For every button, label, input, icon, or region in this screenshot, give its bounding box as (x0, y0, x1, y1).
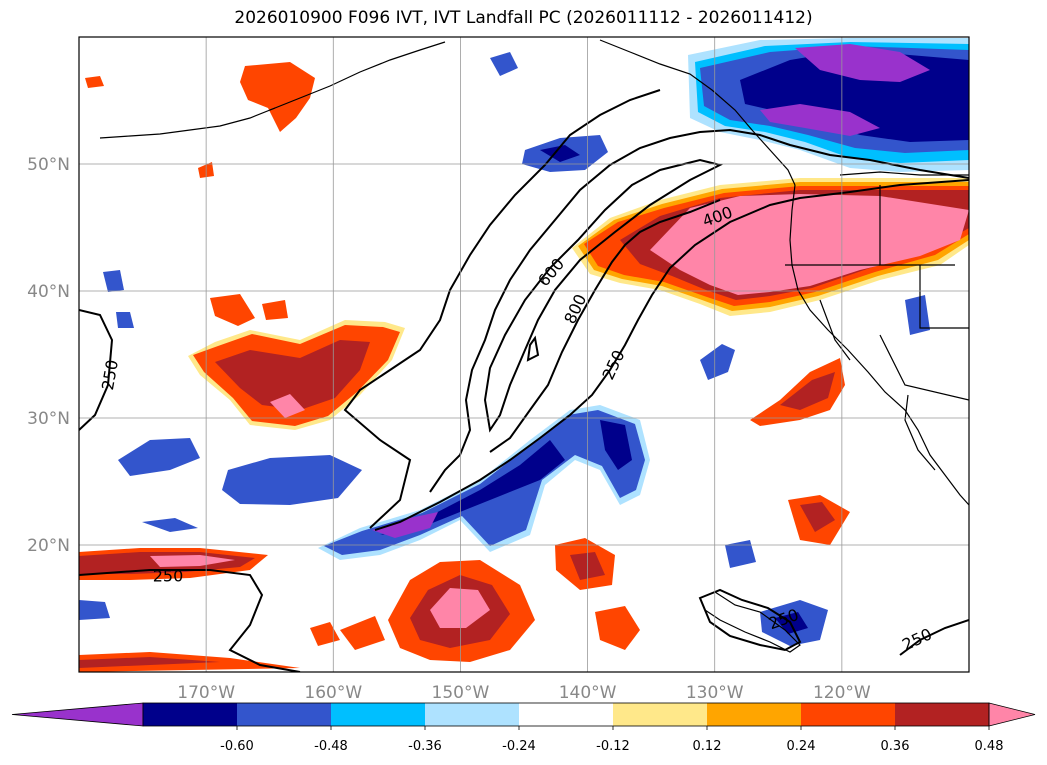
colorbar-segment (613, 703, 707, 726)
lat-tick-label: 50°N (27, 155, 70, 175)
map-title: 2026010900 F096 IVT, IVT Landfall PC (20… (234, 8, 813, 28)
colorbar-tick-label: -0.36 (408, 739, 442, 754)
latitude-tick-labels: 20°N 30°N 40°N 50°N (27, 155, 70, 556)
coastlines (99, 39, 969, 653)
grid-lines (79, 37, 969, 672)
lon-tick-label: 170°W (177, 683, 235, 703)
colorbar-segment (801, 703, 895, 726)
colorbar-segment (425, 703, 519, 726)
colorbar-extend-low (11, 702, 144, 727)
plot-frame (78, 36, 970, 673)
colorbar-tick-label: 0.24 (787, 739, 816, 754)
contour-label: 250 (153, 566, 184, 585)
colorbar-tick-label: 0.36 (881, 739, 910, 754)
colorbar-tick-label: -0.60 (220, 739, 254, 754)
lon-tick-label: 140°W (559, 683, 617, 703)
colorbar-tick-label: -0.48 (314, 739, 348, 754)
negative-pc-region-northeast (490, 38, 969, 172)
colorbar-segment (707, 703, 801, 726)
colorbar-segment (237, 703, 331, 726)
longitude-tick-labels: 170°W 160°W 150°W 140°W 130°W 120°W (177, 683, 871, 703)
colorbar: -0.60 -0.48 -0.36 -0.24 -0.12 0.12 0.24 0.36 0.4… (11, 702, 1036, 754)
colorbar-tick-label: 0.48 (975, 739, 1004, 754)
lon-tick-label: 150°W (432, 683, 490, 703)
colorbar-segment (331, 703, 425, 726)
colorbar-tick-label: -0.12 (596, 739, 630, 754)
colorbar-extend-high (988, 702, 1036, 727)
colorbar-segment (895, 703, 989, 726)
colorbar-tick-label: 0.12 (693, 739, 722, 754)
colorbar-segment (519, 703, 613, 726)
lat-tick-label: 20°N (27, 536, 70, 556)
colorbar-outline (142, 702, 990, 727)
colorbar-tick-label: -0.24 (502, 739, 536, 754)
lat-tick-label: 30°N (27, 409, 70, 429)
ivt-contours (79, 89, 969, 672)
lon-tick-label: 120°W (813, 683, 871, 703)
lon-tick-label: 160°W (304, 683, 362, 703)
colorbar-segment (143, 703, 237, 726)
lon-tick-label: 130°W (686, 683, 744, 703)
lat-tick-label: 40°N (27, 282, 70, 302)
